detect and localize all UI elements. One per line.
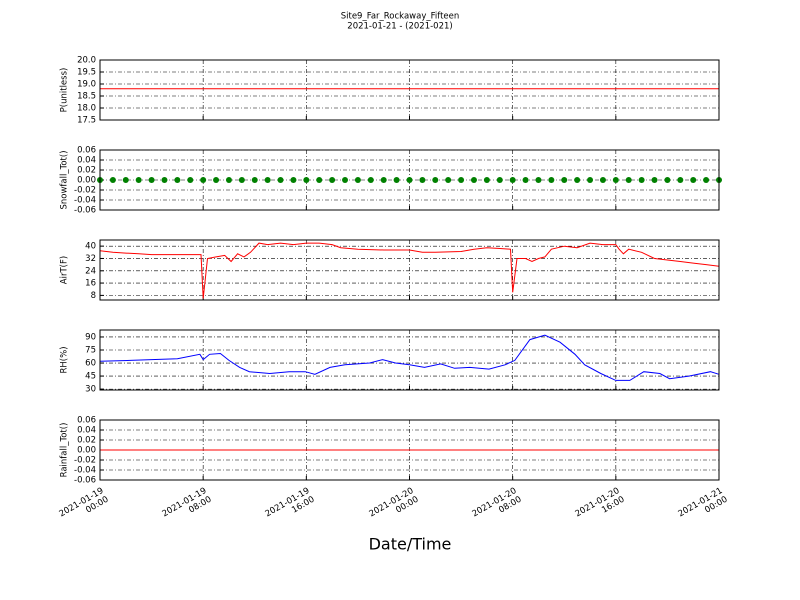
point [109, 177, 116, 183]
point [406, 177, 413, 183]
y-tick-label: 40 [85, 242, 96, 252]
point [238, 177, 245, 183]
point [419, 177, 426, 183]
y-tick-label: 0.02 [77, 436, 96, 446]
point [677, 177, 684, 183]
point [161, 177, 168, 183]
line [99, 334, 720, 381]
point [548, 177, 555, 183]
y-tick-label: 18.0 [77, 104, 96, 114]
point [612, 177, 619, 183]
point [509, 177, 516, 183]
point [470, 177, 477, 183]
point [174, 177, 181, 183]
point [599, 177, 606, 183]
y-tick-label: 32 [85, 254, 96, 264]
y-axis-label: AirT(F) [60, 256, 70, 284]
point [354, 177, 361, 183]
point [342, 177, 349, 183]
point [303, 177, 310, 183]
y-tick-label: 17.5 [77, 116, 96, 126]
plot-frame [99, 239, 720, 301]
y-tick-label: 0.02 [77, 166, 96, 176]
point [122, 177, 129, 183]
point [380, 177, 387, 183]
point [225, 177, 232, 183]
y-tick-label: 0.06 [77, 416, 96, 426]
y-tick-label: 18.5 [77, 92, 96, 102]
y-tick-label: 0.00 [77, 446, 96, 456]
y-tick-label: 0.04 [77, 156, 96, 166]
y-tick-label: -0.02 [74, 456, 96, 466]
point [561, 177, 568, 183]
y-tick-label: 20.0 [77, 56, 96, 66]
point [638, 177, 645, 183]
y-tick-label: -0.06 [74, 476, 96, 486]
y-tick-label: 45 [85, 372, 96, 382]
point [574, 177, 581, 183]
y-tick-label: 0.04 [77, 426, 96, 436]
point [483, 177, 490, 183]
y-tick-label: -0.02 [74, 186, 96, 196]
chart-subtitle: 2021-01-21 - (2021-021) [347, 22, 452, 32]
point [148, 177, 155, 183]
y-tick-label: 0.06 [77, 146, 96, 156]
point [200, 177, 207, 183]
point [458, 177, 465, 183]
y-tick-label: 90 [85, 332, 96, 342]
point [625, 177, 632, 183]
point [264, 177, 271, 183]
line [99, 242, 720, 299]
y-tick-label: 16 [85, 279, 96, 289]
point [522, 177, 529, 183]
y-tick-label: 19.0 [77, 80, 96, 90]
point [393, 177, 400, 183]
plot-frame [99, 419, 720, 481]
plot-frame [99, 149, 720, 211]
y-tick-label: 60 [85, 359, 96, 369]
point [290, 177, 297, 183]
plot-frame [99, 59, 720, 121]
point [432, 177, 439, 183]
point [703, 177, 710, 183]
point [445, 177, 452, 183]
y-tick-label: 0.00 [77, 176, 96, 186]
point [251, 177, 258, 183]
point [277, 177, 284, 183]
point [651, 177, 658, 183]
y-tick-label: 30 [85, 385, 96, 395]
y-axis-label: Snowfall_Tot() [60, 150, 70, 209]
point [587, 177, 594, 183]
y-tick-label: 19.5 [77, 68, 96, 78]
point [329, 177, 336, 183]
point [664, 177, 671, 183]
y-axis-label: P(unitless) [60, 68, 70, 113]
point [690, 177, 697, 183]
x-axis-label: Date/Time [369, 535, 452, 554]
point [535, 177, 542, 183]
y-tick-label: 24 [85, 266, 96, 276]
y-tick-label: -0.04 [74, 466, 96, 476]
point [135, 177, 142, 183]
y-tick-label: 8 [91, 291, 96, 301]
point [496, 177, 503, 183]
chart-title: Site9_Far_Rockaway_Fifteen [341, 12, 460, 22]
point [316, 177, 323, 183]
y-tick-label: -0.04 [74, 196, 96, 206]
point [213, 177, 220, 183]
y-axis-label: Rainfall_Tot() [60, 423, 70, 478]
plot-frame [99, 329, 720, 391]
point [187, 177, 194, 183]
y-axis-label: RH(%) [60, 346, 70, 373]
point [367, 177, 374, 183]
y-tick-label: 75 [85, 346, 96, 356]
y-tick-label: -0.06 [74, 206, 96, 216]
